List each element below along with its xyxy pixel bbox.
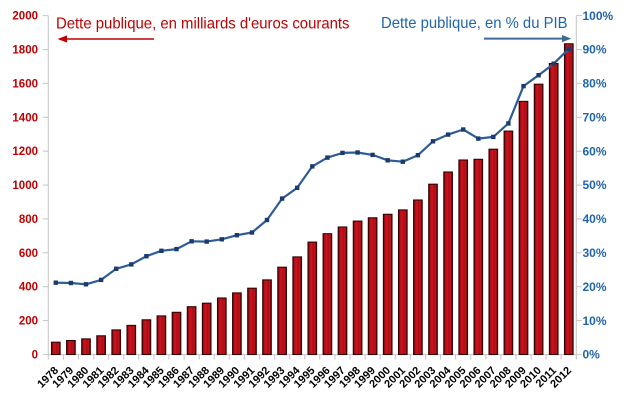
svg-text:0: 0 (32, 350, 38, 362)
svg-text:1200: 1200 (12, 146, 38, 158)
svg-text:30%: 30% (583, 246, 607, 260)
svg-text:1800: 1800 (12, 45, 38, 57)
svg-text:1000: 1000 (12, 180, 38, 192)
svg-text:1400: 1400 (12, 112, 38, 124)
svg-text:Dette publique, en milliards d: Dette publique, en milliards d'euros cou… (56, 16, 350, 33)
svg-text:600: 600 (19, 248, 38, 260)
svg-text:1600: 1600 (12, 78, 38, 90)
svg-text:200: 200 (19, 316, 38, 328)
svg-text:400: 400 (19, 282, 38, 294)
svg-text:10%: 10% (583, 314, 607, 328)
svg-text:20%: 20% (583, 280, 607, 294)
svg-text:100%: 100% (583, 9, 614, 23)
svg-text:40%: 40% (583, 212, 607, 226)
svg-text:90%: 90% (583, 43, 607, 57)
svg-text:50%: 50% (583, 178, 607, 192)
svg-text:2000: 2000 (12, 11, 38, 23)
svg-text:0%: 0% (583, 348, 601, 362)
svg-text:800: 800 (19, 214, 38, 226)
svg-text:70%: 70% (583, 111, 607, 125)
svg-text:60%: 60% (583, 144, 607, 158)
svg-text:80%: 80% (583, 77, 607, 91)
svg-text:Dette publique, en % du PIB: Dette publique, en % du PIB (381, 15, 568, 32)
